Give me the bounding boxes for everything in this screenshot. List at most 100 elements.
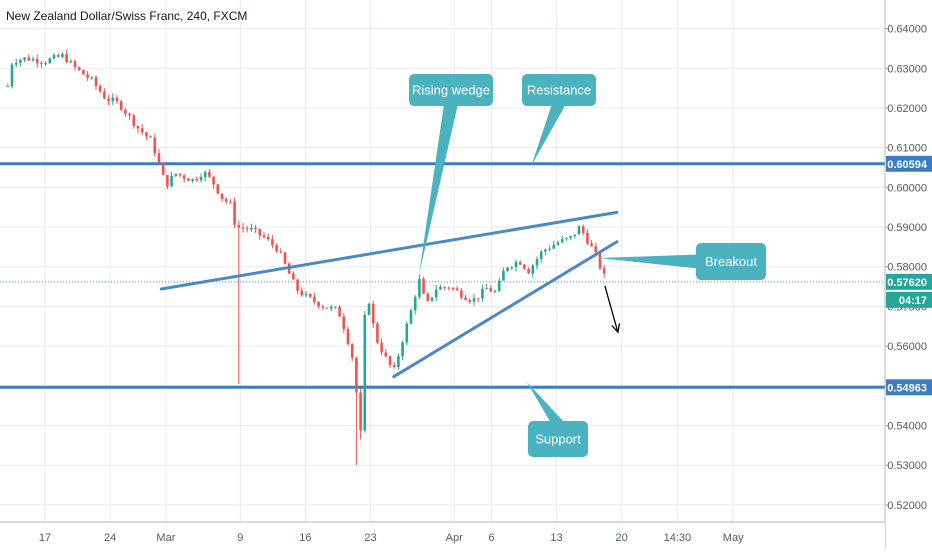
candle-body	[388, 356, 392, 365]
candle-body	[220, 193, 224, 199]
candle-body	[98, 85, 102, 92]
candle-body	[266, 236, 270, 240]
callout-pointer	[531, 104, 566, 166]
candle-body	[590, 243, 593, 247]
candle-body	[329, 306, 333, 309]
candle-body	[237, 224, 241, 228]
price-tick-label: 0.60000	[887, 182, 927, 194]
candle-body	[350, 344, 354, 358]
candle-body	[313, 296, 316, 302]
candle-body	[325, 307, 329, 309]
callout-label: Resistance	[527, 83, 591, 98]
candle-body	[65, 53, 68, 63]
candle-body	[342, 316, 346, 330]
time-tick-label: 17	[39, 532, 51, 544]
callout-label: Breakout	[705, 254, 757, 269]
candle-body	[468, 299, 472, 302]
candle-body	[539, 251, 543, 260]
candle-body	[502, 270, 505, 281]
candle-body	[439, 287, 442, 290]
callout-rising-wedge[interactable]: Rising wedge	[409, 74, 493, 276]
candle-body	[355, 357, 358, 393]
candle-body	[195, 178, 199, 181]
candle-body	[111, 97, 115, 102]
callout-pointer	[526, 381, 565, 423]
candle-body	[258, 228, 262, 236]
callout-box	[696, 243, 766, 280]
candle-body	[544, 249, 547, 252]
candle-body	[401, 342, 404, 357]
candle-body	[384, 352, 388, 357]
candle-body	[497, 280, 501, 292]
candles	[6, 49, 606, 466]
candle-body	[90, 77, 94, 79]
drawings	[159, 210, 621, 379]
callout-support[interactable]: Support	[526, 381, 588, 457]
callout-label: Rising wedge	[412, 83, 490, 98]
candle-body	[250, 228, 253, 230]
candle-body	[397, 356, 400, 368]
candle-body	[132, 115, 136, 126]
callout-pointer	[418, 104, 458, 276]
candle-body	[392, 364, 396, 368]
wedge-line-lower	[392, 240, 619, 379]
time-tick-label: 14:30	[664, 532, 692, 544]
candle-body	[472, 298, 476, 302]
projection-arrow-line	[604, 285, 619, 333]
candle-body	[308, 293, 312, 297]
price-tick-label: 0.58000	[887, 262, 927, 274]
candle-body	[208, 172, 211, 177]
candle-body	[107, 98, 110, 102]
candle-body	[35, 58, 39, 64]
annotations: Rising wedge Resistance Breakout Support	[409, 74, 766, 457]
candle-body	[506, 267, 509, 271]
candle-body	[27, 57, 31, 61]
resistance-price-label-bg	[886, 155, 932, 172]
candle-body	[77, 67, 81, 70]
candle-body	[527, 268, 530, 274]
candle-body	[514, 261, 518, 268]
candle-body	[434, 289, 438, 298]
candle-body	[573, 234, 577, 237]
candle-body	[56, 54, 60, 57]
candle-body	[279, 251, 283, 253]
candle-body	[275, 244, 278, 252]
candle-body	[493, 291, 497, 293]
candle-body	[216, 184, 220, 194]
candle-body	[166, 174, 169, 187]
callout-pointer	[598, 254, 698, 269]
current-price-label-bg	[886, 273, 932, 290]
candle-body	[61, 53, 64, 57]
candle-body	[577, 226, 581, 235]
callout-resistance[interactable]: Resistance	[522, 74, 596, 166]
candle-body	[199, 176, 203, 181]
candle-body	[52, 54, 56, 59]
candle-body	[443, 287, 446, 289]
candle-body	[229, 201, 232, 203]
candle-body	[426, 293, 430, 301]
candle-body	[296, 279, 299, 291]
candle-body	[115, 97, 119, 102]
candle-body	[69, 61, 73, 63]
candle-body	[594, 246, 598, 253]
candle-body	[489, 288, 493, 292]
time-tick-label: 13	[550, 532, 562, 544]
price-tick-label: 0.59000	[887, 222, 927, 234]
callout-breakout[interactable]: Breakout	[598, 243, 766, 280]
candle-body	[300, 290, 304, 296]
candle-body	[271, 239, 274, 245]
candle-body	[157, 153, 161, 164]
time-tick-label: 9	[237, 532, 243, 544]
resistance-price-label: 0.60594	[887, 159, 928, 171]
candle-body	[178, 173, 182, 176]
time-tick-label: Apr	[446, 532, 463, 544]
candle-body	[23, 57, 26, 60]
candle-body	[19, 59, 22, 63]
candle-body	[556, 242, 560, 245]
candle-body	[40, 63, 43, 65]
time-axis[interactable]	[0, 522, 885, 550]
candle-body	[187, 178, 190, 181]
candle-body	[241, 227, 245, 229]
